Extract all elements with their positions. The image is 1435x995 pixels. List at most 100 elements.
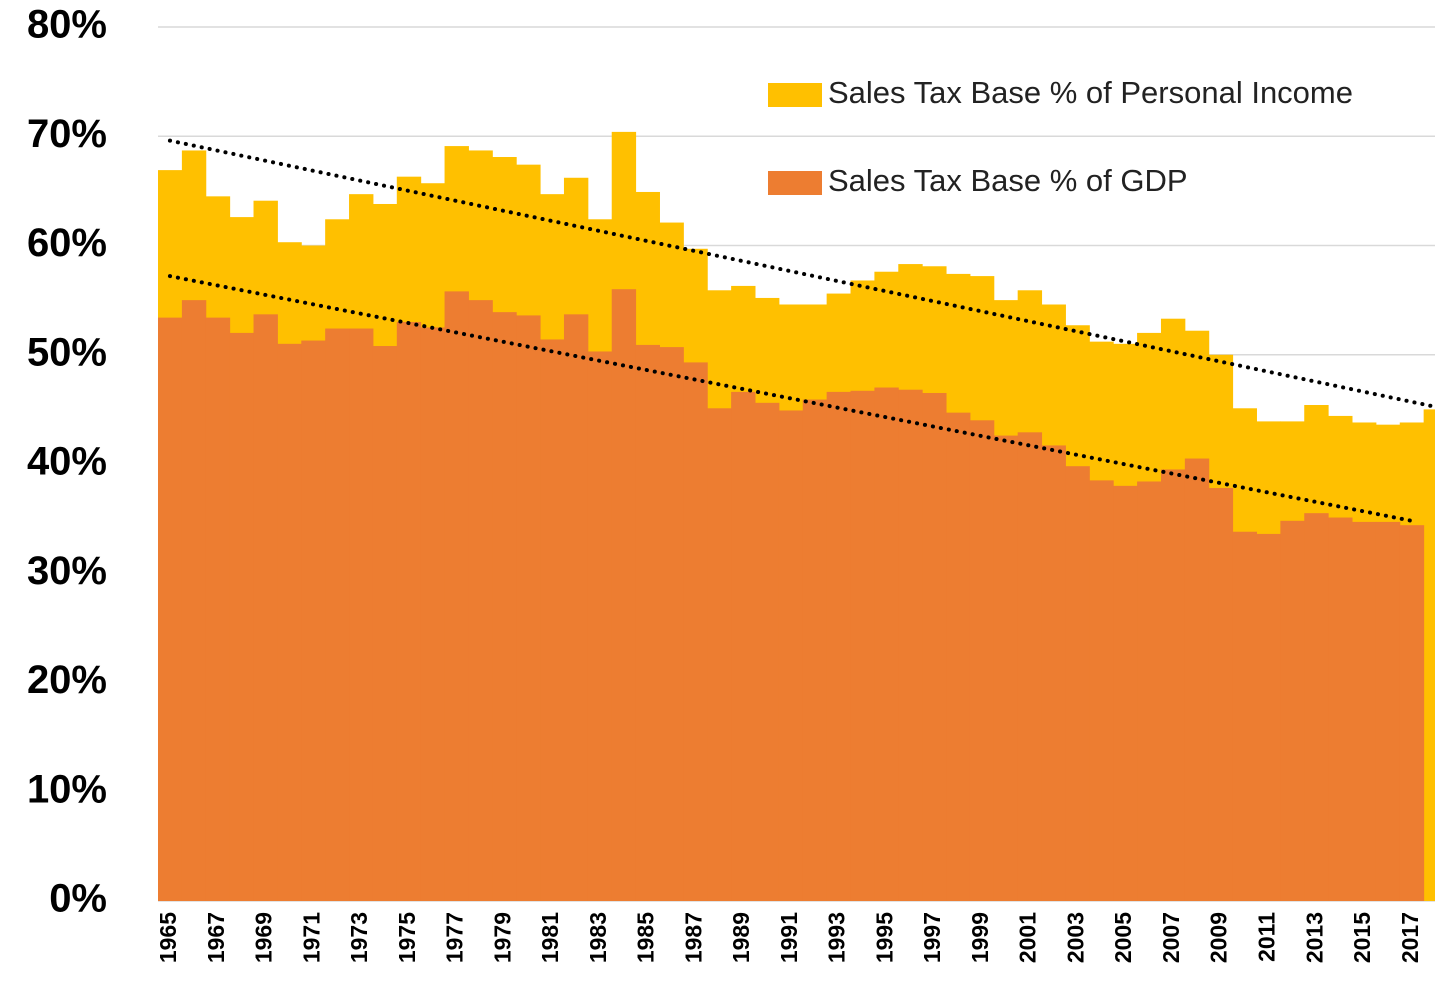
legend-label: Sales Tax Base % of GDP bbox=[828, 163, 1188, 198]
bar bbox=[1089, 480, 1114, 901]
x-tick-label: 1979 bbox=[489, 912, 515, 963]
x-tick-label: 1983 bbox=[585, 912, 611, 963]
x-tick-label: 1997 bbox=[919, 912, 945, 963]
bar bbox=[587, 351, 613, 901]
bar bbox=[1423, 409, 1435, 901]
x-tick-label: 1999 bbox=[967, 912, 993, 963]
legend-swatch bbox=[768, 171, 822, 195]
bar bbox=[158, 317, 183, 902]
y-tick-label: 0% bbox=[49, 877, 107, 921]
bar bbox=[396, 321, 422, 902]
bar bbox=[1352, 521, 1377, 901]
y-tick-label: 20% bbox=[27, 658, 107, 702]
bar bbox=[969, 420, 995, 901]
bar bbox=[707, 408, 732, 901]
bar bbox=[1041, 445, 1066, 901]
x-tick-label: 2001 bbox=[1015, 912, 1041, 963]
x-tick-label: 2009 bbox=[1206, 912, 1232, 963]
bar bbox=[492, 312, 517, 902]
bar bbox=[611, 289, 637, 901]
x-tick-label: 1973 bbox=[346, 912, 372, 963]
bar bbox=[1065, 466, 1090, 901]
legend-label: Sales Tax Base % of Personal Income bbox=[828, 75, 1353, 110]
bar bbox=[1304, 513, 1329, 901]
x-tick-label: 1971 bbox=[298, 912, 324, 963]
y-tick-label: 70% bbox=[27, 112, 107, 156]
bar bbox=[874, 387, 899, 901]
bar bbox=[277, 343, 302, 901]
x-tick-label: 2011 bbox=[1253, 912, 1279, 962]
x-tick-label: 1987 bbox=[680, 912, 706, 963]
bar bbox=[1208, 488, 1234, 901]
x-tick-label: 2003 bbox=[1062, 912, 1088, 963]
x-tick-label: 1977 bbox=[442, 912, 468, 963]
legend: Sales Tax Base % of Personal Income Sales… bbox=[768, 75, 1353, 198]
trendlines bbox=[167, 138, 1434, 523]
bar bbox=[229, 332, 255, 901]
x-tick-label: 1985 bbox=[633, 912, 659, 963]
bar bbox=[253, 314, 278, 901]
trendline bbox=[167, 274, 1414, 523]
x-tick-label: 2005 bbox=[1110, 912, 1136, 963]
bar bbox=[372, 346, 398, 901]
bar bbox=[826, 391, 852, 901]
x-tick-label: 1969 bbox=[251, 912, 277, 963]
bar bbox=[563, 314, 589, 901]
bar bbox=[946, 412, 971, 901]
bar bbox=[898, 389, 923, 901]
bar bbox=[1017, 432, 1043, 901]
y-tick-label: 50% bbox=[27, 330, 107, 374]
bar bbox=[205, 317, 231, 902]
bar bbox=[922, 392, 947, 901]
y-tick-label: 40% bbox=[27, 440, 107, 484]
bar bbox=[1184, 458, 1210, 901]
x-tick-label: 1981 bbox=[537, 912, 563, 963]
x-tick-label: 1989 bbox=[728, 912, 754, 963]
bar bbox=[1375, 521, 1401, 901]
bar bbox=[325, 328, 350, 901]
x-tick-label: 2017 bbox=[1397, 912, 1423, 963]
x-tick-label: 1967 bbox=[203, 912, 229, 963]
x-tick-label: 2013 bbox=[1301, 912, 1327, 963]
bar bbox=[1256, 533, 1281, 901]
bar bbox=[1137, 481, 1162, 901]
bar bbox=[731, 391, 756, 901]
bar bbox=[802, 399, 828, 901]
bar bbox=[516, 315, 541, 901]
bar bbox=[659, 347, 684, 901]
x-tick-label: 1975 bbox=[394, 912, 420, 963]
x-tick-label: 1993 bbox=[824, 912, 850, 963]
bar bbox=[993, 435, 1019, 901]
y-tick-label: 60% bbox=[27, 221, 107, 265]
x-tick-label: 1965 bbox=[155, 912, 181, 963]
bar bbox=[181, 300, 207, 901]
bar bbox=[420, 327, 446, 901]
bar bbox=[683, 362, 708, 902]
x-tick-label: 2015 bbox=[1349, 912, 1375, 963]
bar bbox=[301, 340, 326, 901]
y-tick-label: 10% bbox=[27, 767, 107, 811]
bar bbox=[349, 328, 374, 901]
bar bbox=[778, 410, 804, 901]
bar bbox=[1113, 485, 1138, 901]
bar bbox=[444, 291, 469, 901]
y-tick-label: 80% bbox=[27, 3, 107, 47]
bar bbox=[755, 402, 780, 901]
bar bbox=[1232, 531, 1257, 901]
bar bbox=[540, 339, 565, 902]
bars bbox=[158, 131, 1435, 902]
legend-swatch bbox=[768, 83, 822, 107]
y-tick-label: 30% bbox=[27, 549, 107, 593]
x-tick-label: 1991 bbox=[776, 912, 802, 963]
axes: 0% 10% 20% 30% 40% 50% 60% 70% 80% 1965 1967 1969 19… bbox=[27, 3, 1423, 964]
x-tick-label: 1995 bbox=[871, 912, 897, 963]
bar bbox=[635, 344, 660, 902]
bar bbox=[1280, 520, 1305, 901]
x-tick-label: 2007 bbox=[1158, 912, 1184, 963]
bar bbox=[1328, 517, 1353, 901]
bar bbox=[1160, 469, 1186, 901]
bar bbox=[850, 390, 875, 901]
bar bbox=[468, 300, 493, 901]
bar bbox=[1399, 525, 1425, 901]
